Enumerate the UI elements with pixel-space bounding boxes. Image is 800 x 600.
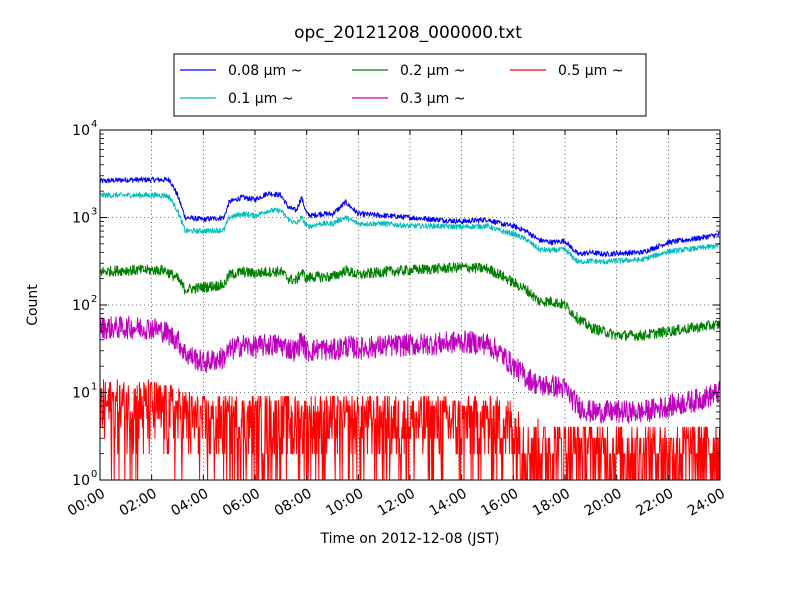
y-tick-exponent: 3: [91, 207, 97, 218]
series-line: [100, 315, 720, 424]
y-tick-label: 10 2: [72, 294, 97, 314]
y-tick-exponent: 2: [91, 294, 97, 305]
y-tick-base: 10: [72, 473, 90, 489]
series-group: [100, 176, 720, 480]
legend-item: 0.08 μm ~: [180, 63, 302, 79]
x-axis-label: Time on 2012-12-08 (JST): [320, 531, 500, 547]
y-tick-base: 10: [72, 386, 90, 402]
y-tick-exponent: 4: [91, 119, 97, 130]
series-line: [100, 379, 720, 480]
y-tick-label: 10 4: [72, 119, 97, 139]
y-tick-label: 10 0: [72, 469, 97, 489]
legend-item: 0.3 μm ~: [352, 91, 465, 107]
series-line: [100, 176, 720, 258]
y-tick-base: 10: [72, 211, 90, 227]
chart-title: opc_20121208_000000.txt: [294, 23, 522, 43]
legend-label: 0.5 μm ~: [558, 63, 623, 79]
legend-label: 0.3 μm ~: [400, 91, 465, 107]
series-line: [100, 262, 720, 342]
y-axis-label: Count: [25, 284, 41, 326]
legend-label: 0.08 μm ~: [228, 63, 302, 79]
y-tick-exponent: 1: [91, 382, 97, 393]
series-line: [100, 192, 720, 265]
ticks: [99, 129, 721, 481]
legend-item: 0.1 μm ~: [180, 91, 293, 107]
y-tick-exponent: 0: [91, 469, 97, 480]
legend-label: 0.2 μm ~: [400, 63, 465, 79]
legend-box: [173, 53, 647, 117]
y-tick-label: 10 1: [72, 382, 97, 402]
grid: [100, 130, 720, 480]
y-tick-base: 10: [72, 123, 90, 139]
y-tick-label: 10 3: [72, 207, 97, 227]
legend-item: 0.5 μm ~: [510, 63, 623, 79]
legend-label: 0.1 μm ~: [228, 91, 293, 107]
legend: 0.08 μm ~ 0.1 μm ~ 0.2 μm ~ 0.3 μm ~ 0.5 μm …: [173, 53, 647, 117]
y-tick-base: 10: [72, 298, 90, 314]
legend-item: 0.2 μm ~: [352, 63, 465, 79]
